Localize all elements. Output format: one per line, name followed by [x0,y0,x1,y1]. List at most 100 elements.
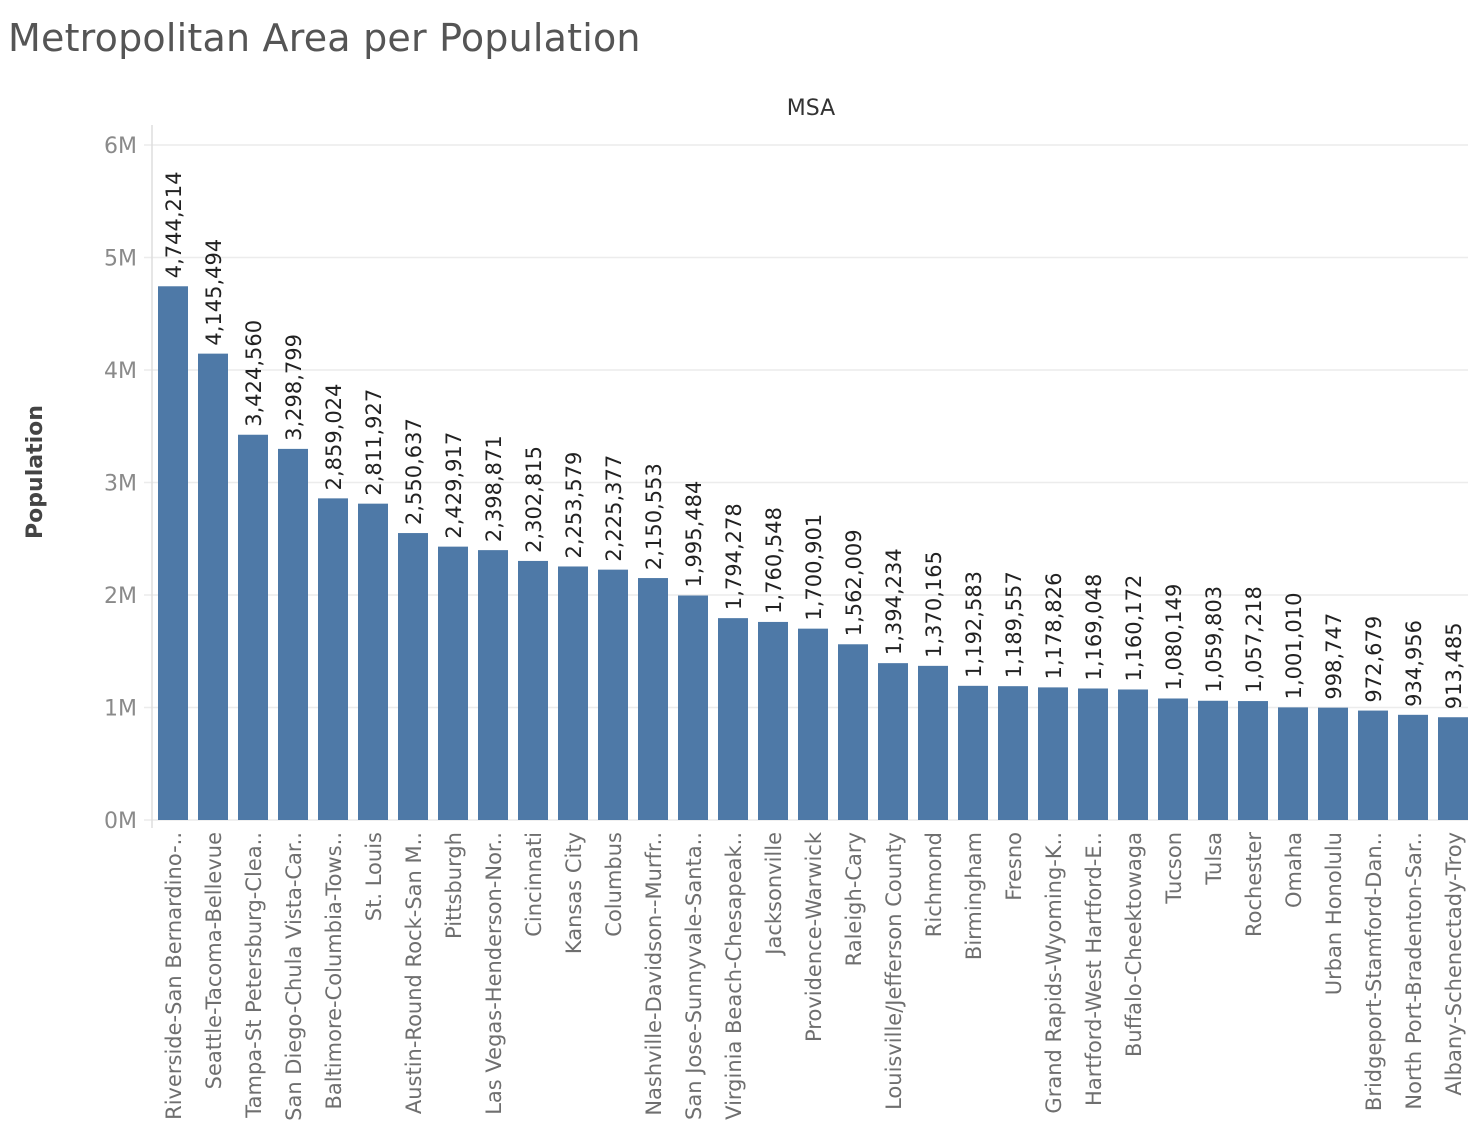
bar-value-label: 2,398,871 [482,435,506,542]
category-label: Pittsburgh [442,832,466,939]
chart-title: Metropolitan Area per Population [8,16,641,60]
y-tick-label: 1M [104,697,137,722]
category-label: Albany-Schenectady-Troy [1442,832,1466,1096]
category-label: Fresno [1002,832,1026,901]
bar-value-label: 1,169,048 [1082,574,1106,681]
bar [1358,710,1388,820]
category-label: Cincinnati [522,832,546,937]
bar-value-label: 1,192,583 [962,571,986,678]
bar [1398,714,1428,820]
category-label: Tulsa [1202,832,1226,886]
bar [1438,717,1468,820]
bars [158,286,1468,820]
bar-value-label: 1,794,278 [722,503,746,610]
bar [358,503,388,820]
y-tick-label: 3M [104,472,137,497]
category-labels: Riverside-San Bernardino-.. Seattle-Tacom… [162,831,1466,1121]
bar-value-label: 3,298,799 [282,334,306,441]
bar [638,578,668,820]
bar-value-label: 2,550,637 [402,418,426,525]
bar [1118,689,1148,820]
bar [1038,687,1068,820]
column-header: MSA [787,96,835,121]
bar-value-label: 1,189,557 [1002,571,1026,678]
y-tick-label: 5M [104,247,137,272]
bar [438,546,468,820]
bar [198,353,228,820]
bar-value-label: 1,370,165 [922,551,946,658]
bar-value-label: 1,562,009 [842,529,866,636]
bar-value-label: 1,394,234 [882,548,906,655]
bar [998,686,1028,820]
bar [1278,707,1308,820]
bar [798,628,828,820]
bar [478,550,508,820]
category-label: Rochester [1242,832,1266,937]
bar [1318,707,1348,820]
y-tick-label: 0M [104,809,137,834]
bar-value-label: 972,679 [1362,616,1386,703]
y-axis-title: Population [23,405,48,539]
category-label: Hartford-West Hartford-E.. [1082,832,1106,1106]
category-label: Austin-Round Rock-San M.. [402,832,426,1114]
bar-value-label: 1,080,149 [1162,584,1186,691]
category-label: Riverside-San Bernardino-.. [162,832,186,1120]
bar [1158,698,1188,820]
category-label: Raleigh-Cary [842,832,866,966]
bar-value-label: 2,859,024 [322,383,346,490]
bar-value-label: 2,150,553 [642,463,666,570]
category-label: Urban Honolulu [1322,832,1346,995]
bar-value-label: 1,160,172 [1122,575,1146,682]
bar-value-label: 1,059,803 [1202,586,1226,693]
bar [758,621,788,820]
bar-value-label: 1,700,901 [802,514,826,621]
bar-value-label: 1,001,010 [1282,592,1306,699]
bar-value-label: 4,145,494 [202,239,226,346]
y-tick-label: 6M [104,134,137,159]
category-label: Columbus [602,832,626,937]
bar [558,566,588,820]
bar-value-label: 913,485 [1442,622,1466,709]
y-axis: 0M 1M 2M 3M 4M 5M 6M [104,125,153,834]
category-label: Kansas City [562,832,586,954]
category-label: Tucson [1162,832,1186,905]
bar-value-label: 1,760,548 [762,507,786,614]
category-label: Nashville-Davidson--Murfr.. [642,832,666,1116]
category-label: Baltimore-Columbia-Tows.. [322,832,346,1110]
bar [238,434,268,820]
bar-value-label: 1,995,484 [682,481,706,588]
bar-value-label: 1,178,826 [1042,572,1066,679]
bar [1238,701,1268,820]
bar [918,665,948,820]
bar [678,595,708,820]
category-label: Jacksonville [762,832,786,957]
category-label: Richmond [922,832,946,937]
category-label: Seattle-Tacoma-Bellevue [202,832,226,1089]
category-label: Las Vegas-Henderson-Nor.. [482,832,506,1115]
bar-value-label: 2,225,377 [602,455,626,562]
category-label: North Port-Bradenton-Sar.. [1402,832,1426,1110]
bar [518,560,548,820]
category-label: Grand Rapids-Wyoming-K.. [1042,832,1066,1114]
bar-value-label: 2,429,917 [442,432,466,539]
bar-value-label: 1,057,218 [1242,586,1266,693]
category-label: Louisville/Jefferson County [882,832,906,1110]
y-tick-label: 4M [104,359,137,384]
bar [958,685,988,820]
bar [598,569,628,820]
category-label: Virginia Beach-Chesapeak.. [722,832,746,1120]
bar [318,498,348,820]
bar [398,533,428,820]
bar-value-label: 934,956 [1402,620,1426,707]
bar [718,618,748,820]
category-label: Tampa-St Petersburg-Clea.. [242,832,266,1119]
category-label: San Diego-Chula Vista-Car.. [282,832,306,1121]
y-tick-label: 2M [104,584,137,609]
bar-value-label: 2,811,927 [362,389,386,496]
bar [878,663,908,820]
bar [838,644,868,820]
bar [1078,688,1108,820]
category-label: Providence-Warwick [802,831,826,1042]
category-label: Birmingham [962,832,986,960]
